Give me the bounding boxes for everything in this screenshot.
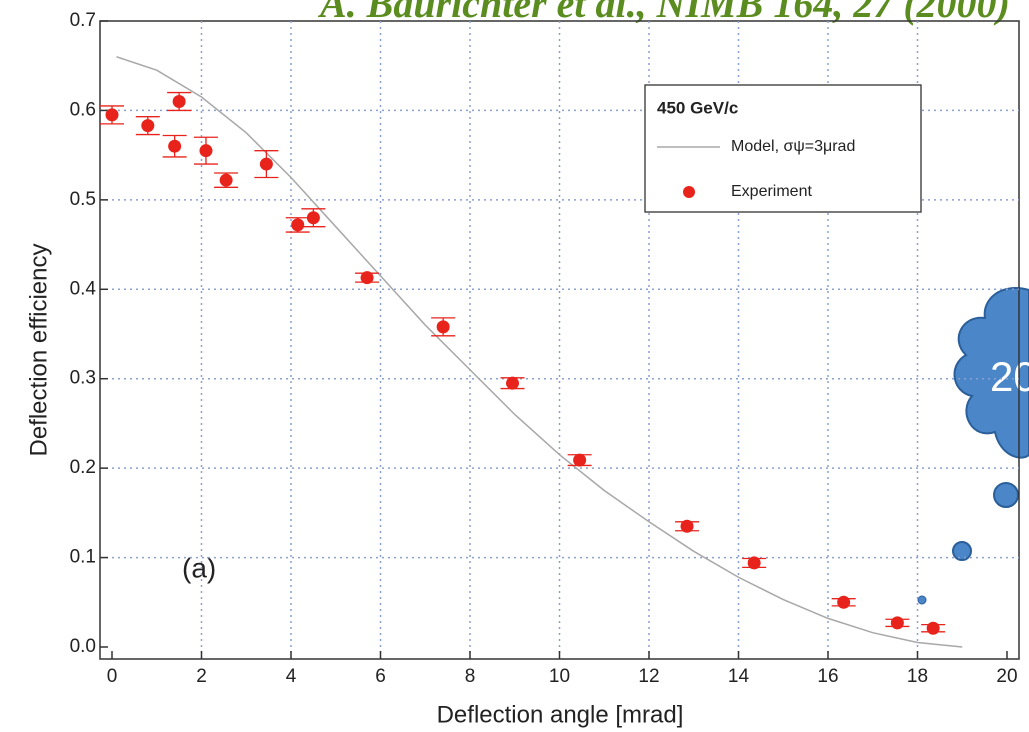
legend-title: 450 GeV/c xyxy=(657,98,738,117)
legend-label: Experiment xyxy=(731,183,812,200)
chart-title: A. Baurichter et al., NIMB 164, 27 (2000… xyxy=(317,0,1010,26)
cloud xyxy=(953,287,1029,459)
legend-swatch xyxy=(683,186,695,198)
y-tick-label: 0.4 xyxy=(70,278,97,299)
y-tick-label: 0.3 xyxy=(70,368,96,389)
x-tick-label: 4 xyxy=(286,666,297,687)
x-tick-label: 12 xyxy=(638,666,659,687)
y-tick-label: 0.5 xyxy=(70,189,96,210)
data-point xyxy=(747,556,761,570)
data-point xyxy=(291,218,305,232)
data-point xyxy=(259,157,273,171)
data-point xyxy=(506,376,520,390)
data-point xyxy=(573,453,587,467)
x-tick-label: 16 xyxy=(817,666,838,687)
x-tick-label: 8 xyxy=(465,666,476,687)
data-point xyxy=(199,144,213,158)
y-tick-label: 0.6 xyxy=(70,99,96,120)
data-point xyxy=(890,616,904,630)
y-tick-label: 0.1 xyxy=(70,547,96,568)
data-point xyxy=(105,108,119,122)
data-point xyxy=(926,621,940,635)
model-line xyxy=(116,56,963,648)
data-point xyxy=(219,173,233,187)
x-tick-label: 14 xyxy=(728,666,750,687)
data-point xyxy=(837,595,851,609)
data-point xyxy=(172,94,186,108)
data-point xyxy=(141,119,155,133)
data-point xyxy=(360,271,374,285)
x-tick-label: 0 xyxy=(107,666,118,687)
data-point xyxy=(168,139,182,153)
y-tick-label: 0.7 xyxy=(70,10,96,31)
data-point xyxy=(680,519,694,533)
x-tick-label: 2 xyxy=(196,666,207,687)
decor-bubble xyxy=(952,541,972,561)
y-tick-label: 0.2 xyxy=(70,457,96,478)
x-tick-label: 18 xyxy=(907,666,928,687)
y-axis-label: Deflection efficiency xyxy=(25,244,52,457)
decor-bubble xyxy=(917,595,927,605)
decor-bubble xyxy=(993,482,1019,508)
cloud-label: 20 xyxy=(990,353,1029,400)
legend-label: Model, σψ=3μrad xyxy=(731,138,855,155)
x-tick-label: 6 xyxy=(375,666,386,687)
x-tick-label: 20 xyxy=(996,666,1017,687)
panel-label: (a) xyxy=(182,552,216,583)
x-axis-label: Deflection angle [mrad] xyxy=(437,701,684,728)
y-tick-label: 0.0 xyxy=(70,636,96,657)
data-point xyxy=(436,320,450,334)
data-point xyxy=(306,211,320,225)
x-tick-label: 10 xyxy=(549,666,570,687)
